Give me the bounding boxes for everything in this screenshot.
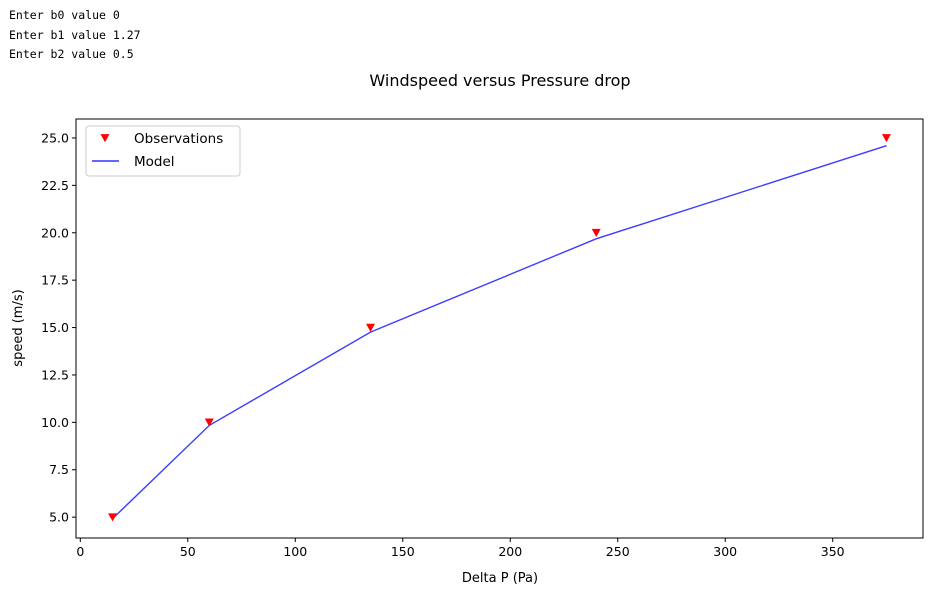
x-tick-label: 200 bbox=[498, 544, 522, 559]
y-tick-label: 5.0 bbox=[49, 510, 69, 525]
legend-model-label: Model bbox=[134, 154, 175, 170]
console-line-b2: Enter b2 value 0.5 bbox=[9, 47, 134, 61]
observation-marker bbox=[366, 323, 376, 332]
x-tick-label: 150 bbox=[391, 544, 415, 559]
plot-area: 0 50 100 150 200 250 300 350 5.0 7.5 10.0 12.5 15.0 1… bbox=[41, 118, 924, 559]
x-tick-label: 300 bbox=[713, 544, 737, 559]
x-tick-label: 350 bbox=[821, 544, 845, 559]
y-tick-label: 20.0 bbox=[41, 225, 69, 240]
observation-marker bbox=[591, 228, 601, 238]
x-tick-label: 0 bbox=[76, 544, 84, 559]
y-tick-label: 25.0 bbox=[41, 130, 69, 145]
observation-marker bbox=[204, 418, 214, 427]
y-tick-label: 15.0 bbox=[41, 320, 69, 335]
chart-title: Windspeed versus Pressure drop bbox=[369, 71, 630, 90]
y-tick-label: 7.5 bbox=[49, 462, 69, 477]
x-tick-label: 50 bbox=[180, 544, 196, 559]
console-line-b1: Enter b1 value 1.27 bbox=[9, 27, 141, 42]
console-output: Enter b0 value 0 Enter b1 value 1.27 Ent… bbox=[9, 6, 141, 65]
y-tick-label: 22.5 bbox=[41, 178, 69, 193]
observation-marker bbox=[881, 134, 891, 143]
legend-box bbox=[85, 125, 241, 177]
plot-frame bbox=[75, 118, 924, 539]
y-tick-label: 12.5 bbox=[41, 367, 69, 382]
x-axis-label: Delta P (Pa) bbox=[462, 571, 538, 586]
x-tick-label: 100 bbox=[283, 544, 307, 559]
legend-observations-label: Observations bbox=[134, 131, 223, 147]
observation-marker bbox=[108, 513, 118, 522]
legend-observations-marker bbox=[100, 134, 110, 143]
y-axis-label: speed (m/s) bbox=[11, 289, 26, 366]
x-tick-label: 250 bbox=[606, 544, 630, 559]
model-line bbox=[112, 145, 887, 520]
y-tick-label: 17.5 bbox=[41, 273, 69, 288]
y-tick-label: 10.0 bbox=[41, 415, 69, 430]
console-line-b0: Enter b0 value 0 bbox=[9, 8, 120, 22]
